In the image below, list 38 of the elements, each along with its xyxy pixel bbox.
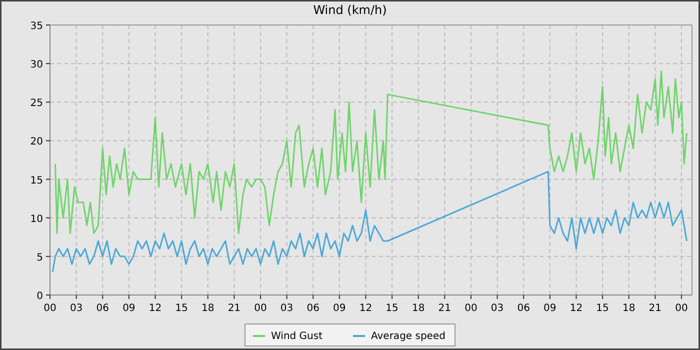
- chart-title: Wind (km/h): [313, 3, 387, 17]
- x-tick-label: 12: [359, 303, 372, 314]
- x-tick-label: 03: [490, 303, 504, 314]
- x-tick-label: 18: [412, 303, 425, 314]
- x-tick-label: 15: [596, 303, 609, 314]
- legend-label: Wind Gust: [271, 331, 323, 342]
- x-tick-label: 09: [122, 303, 136, 314]
- y-tick-label: 30: [30, 60, 43, 71]
- y-tick-label: 20: [30, 136, 43, 148]
- x-tick-label: 21: [228, 303, 241, 314]
- x-tick-label: 21: [438, 303, 452, 314]
- x-tick-label: 12: [570, 303, 583, 314]
- x-tick-label: 00: [44, 303, 56, 314]
- x-tick-label: 15: [386, 303, 398, 314]
- y-tick-label: 35: [30, 21, 43, 32]
- line-series: [52, 170, 688, 273]
- x-tick-label: 09: [544, 303, 556, 314]
- legend-label: Average speed: [371, 331, 446, 342]
- x-tick-label: 06: [306, 303, 320, 314]
- y-tick-label: 5: [36, 252, 43, 264]
- x-tick-label: 09: [333, 303, 346, 314]
- x-tick-label: 18: [622, 303, 636, 314]
- y-tick-label: 15: [30, 175, 43, 186]
- y-tick-label: 10: [30, 214, 43, 225]
- x-tick-label: 06: [96, 303, 109, 314]
- y-tick-label: 0: [36, 291, 43, 302]
- x-tick-label: 18: [202, 303, 214, 314]
- y-tick-label: 25: [30, 98, 43, 110]
- x-tick-label: 00: [675, 303, 688, 314]
- x-tick-label: 03: [70, 303, 83, 314]
- x-tick-label: 03: [280, 303, 294, 314]
- x-tick-label: 12: [148, 303, 162, 314]
- x-tick-label: 21: [648, 303, 662, 314]
- x-tick-label: 00: [464, 303, 478, 314]
- x-tick-label: 06: [517, 303, 530, 314]
- x-tick-label: 15: [175, 303, 188, 314]
- x-tick-label: 00: [254, 303, 267, 314]
- line-series: [54, 70, 688, 234]
